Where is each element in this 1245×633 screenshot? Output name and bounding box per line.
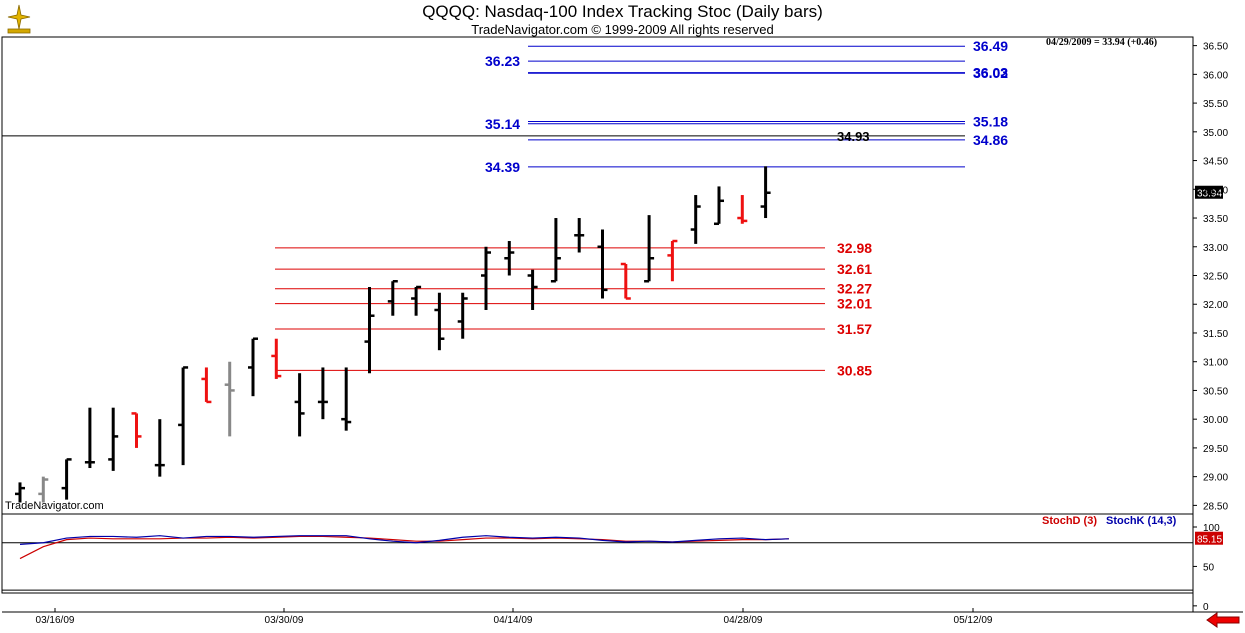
stoch-last-label: 85.15 [1197,535,1222,546]
y-tick-label: 33.50 [1203,214,1228,225]
red-level-label: 31.57 [837,321,872,337]
y-tick-label: 28.50 [1203,501,1228,512]
stoch-k-line [19,535,789,545]
y-tick-label: 35.50 [1203,99,1228,110]
x-tick-label: 04/14/09 [494,615,533,626]
y-tick-label: 36.00 [1203,70,1228,81]
y-tick-label: 36.50 [1203,42,1228,53]
blue-level-label: 35.18 [973,113,1008,129]
red-level-label: 32.01 [837,296,872,312]
last-price-info: 04/29/2009 = 33.94 (+0.46) [1046,37,1158,48]
y-tick-label: 34.00 [1203,185,1228,196]
y-tick-label: 32.00 [1203,300,1228,311]
y-tick-label: 31.00 [1203,358,1228,369]
y-tick-label: 33.00 [1203,243,1228,254]
red-level-label: 32.98 [837,240,872,256]
chart-title: QQQQ: Nasdaq-100 Index Tracking Stoc (Da… [422,2,823,21]
stoch-last-box [1195,531,1223,545]
blue-level-label: 36.23 [485,53,520,69]
stoch-y-tick-label: 0 [1203,602,1209,613]
blue-level-label: 34.39 [485,159,520,175]
y-tick-label: 34.50 [1203,157,1228,168]
y-tick-label: 30.00 [1203,415,1228,426]
y-tick-label: 29.50 [1203,444,1228,455]
stoch-y-tick-label: 100 [1203,523,1220,534]
y-tick-label: 31.50 [1203,329,1228,340]
chart-subtitle: TradeNavigator.com © 1999-2009 All right… [471,22,774,37]
y-tick-label: 30.50 [1203,386,1228,397]
stoch-y-tick-label: 50 [1203,562,1215,573]
y-tick-label: 35.00 [1203,128,1228,139]
x-tick-label: 04/28/09 [724,615,763,626]
blue-level-label: 34.86 [973,132,1008,148]
tradenavigator-logo-icon [4,3,34,35]
x-tick-label: 03/30/09 [265,615,304,626]
last-price-label: 33.94 [1197,189,1222,200]
blue-level-label: 36.49 [973,38,1008,54]
stoch-d-legend: StochD (3) [1042,515,1097,527]
blue-level-label: 35.14 [485,116,520,132]
red-level-label: 32.61 [837,261,872,277]
x-tick-label: 05/12/09 [954,615,993,626]
scroll-left-arrow-icon[interactable] [1205,612,1241,628]
stoch-k-legend: StochK (14,3) [1106,515,1177,527]
plot-frame [1,36,1194,594]
blue-level-label: 36.02 [973,65,1008,81]
red-level-label: 32.27 [837,281,872,297]
black-level-label: 34.93 [837,129,870,144]
x-tick-label: 03/16/09 [36,615,75,626]
stoch-d-line [19,535,789,560]
red-level-label: 30.85 [837,362,872,378]
watermark: TradeNavigator.com [5,500,104,512]
y-tick-label: 32.50 [1203,272,1228,283]
last-price-box [1195,185,1223,199]
blue-level-label: 36.03 [973,65,1008,81]
y-tick-label: 29.00 [1203,473,1228,484]
